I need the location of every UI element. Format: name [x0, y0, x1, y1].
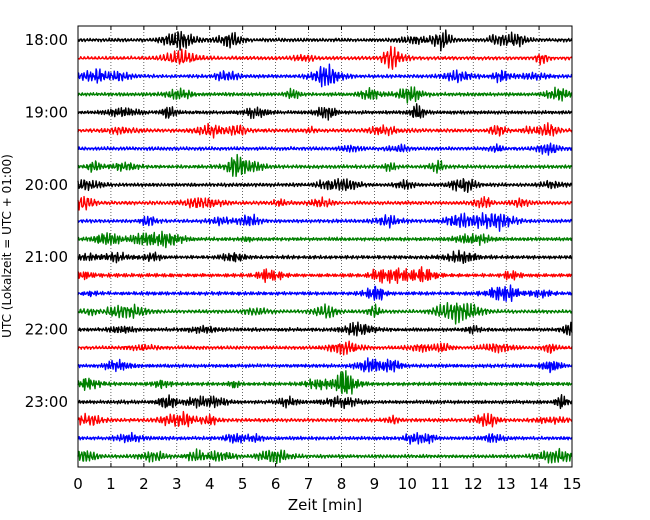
trace-row-13 — [77, 249, 573, 265]
x-tick-label: 5 — [238, 475, 248, 493]
trace-row-14 — [77, 266, 573, 284]
x-tick-label: 4 — [205, 475, 215, 493]
trace-row-6 — [77, 122, 573, 139]
trace-row-2 — [77, 45, 573, 70]
trace-row-24 — [77, 447, 573, 465]
trace-row-20 — [77, 370, 573, 395]
plot-frame — [77, 25, 573, 468]
x-tick-label: 15 — [562, 475, 581, 493]
trace-row-22 — [77, 410, 573, 428]
x-tick-label: 1 — [106, 475, 116, 493]
trace-row-1 — [77, 29, 573, 52]
x-tick-label: 9 — [370, 475, 380, 493]
x-tick-label: 14 — [530, 475, 549, 493]
trace-row-16 — [77, 301, 573, 325]
trace-row-11 — [77, 212, 573, 232]
trace-group — [77, 29, 573, 465]
trace-row-19 — [77, 357, 573, 374]
x-tick-label: 2 — [139, 475, 149, 493]
x-tick-label: 0 — [73, 475, 83, 493]
trace-row-3 — [77, 63, 573, 88]
trace-row-10 — [77, 195, 573, 211]
y-tick-label: 20:00 — [25, 176, 68, 194]
x-axis-ticks: 0 1 2 3 4 5 6 7 8 9 10 11 12 13 14 15 — [73, 26, 582, 493]
trace-row-21 — [77, 394, 573, 410]
x-axis-label: Zeit [min] — [288, 496, 362, 514]
x-tick-label: 3 — [172, 475, 182, 493]
trace-row-5 — [77, 103, 573, 121]
trace-row-18 — [77, 340, 573, 356]
y-tick-label: 19:00 — [25, 103, 68, 121]
trace-row-23 — [77, 431, 573, 445]
trace-row-17 — [77, 321, 573, 337]
trace-row-7 — [77, 142, 573, 156]
y-axis-ticks: 18:00 19:00 20:00 21:00 22:00 23:00 — [25, 31, 572, 411]
x-tick-label: 8 — [337, 475, 347, 493]
y-tick-label: 23:00 — [25, 393, 68, 411]
trace-row-8 — [77, 153, 573, 178]
x-tick-label: 10 — [398, 475, 417, 493]
x-tick-label: 12 — [464, 475, 483, 493]
trace-row-4 — [77, 86, 573, 104]
x-tick-label: 13 — [497, 475, 516, 493]
x-tick-label: 7 — [304, 475, 314, 493]
y-axis-label: UTC (Lokalzeit = UTC + 01:00) — [0, 154, 14, 338]
trace-row-15 — [77, 284, 573, 302]
trace-row-9 — [77, 177, 573, 194]
y-tick-label: 21:00 — [25, 248, 68, 266]
x-tick-label: 6 — [271, 475, 281, 493]
y-tick-label: 18:00 — [25, 31, 68, 49]
trace-row-12 — [77, 230, 573, 249]
x-tick-label: 11 — [431, 475, 450, 493]
y-tick-label: 22:00 — [25, 321, 68, 339]
